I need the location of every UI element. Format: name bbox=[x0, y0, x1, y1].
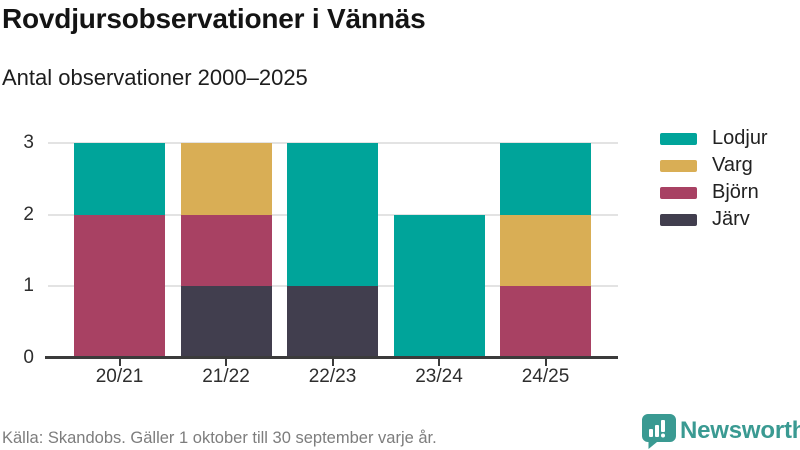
legend-swatch bbox=[660, 213, 697, 226]
y-axis-label: 0 bbox=[23, 347, 34, 368]
x-axis-label: 22/23 bbox=[308, 366, 357, 387]
legend-item-varg: Varg bbox=[660, 152, 768, 179]
chart-title: Rovdjursobservationer i Vännäs bbox=[2, 3, 426, 34]
source-note: Källa: Skandobs. Gäller 1 oktober till 3… bbox=[2, 429, 437, 447]
x-axis-label: 24/25 bbox=[521, 366, 570, 387]
x-axis-tick bbox=[118, 359, 121, 366]
bar-segment-lodjur bbox=[393, 214, 485, 358]
legend-item-björn: Björn bbox=[660, 179, 768, 206]
bar-segment-varg bbox=[180, 143, 272, 215]
bar-segment-lodjur bbox=[500, 143, 591, 215]
legend-swatch bbox=[660, 159, 697, 172]
bar-segment-lodjur bbox=[287, 143, 378, 287]
bar-segment-järv bbox=[180, 286, 272, 358]
x-axis-tick bbox=[544, 359, 547, 366]
bar-segment-björn bbox=[74, 214, 165, 358]
y-axis-label: 2 bbox=[23, 203, 34, 225]
x-axis-tick bbox=[438, 359, 440, 366]
bar-segment-varg bbox=[500, 214, 591, 287]
legend-swatch bbox=[660, 132, 697, 145]
newsworthy-wordmark: Newsworthy bbox=[680, 417, 800, 444]
chart-subtitle: Antal observationer 2000–2025 bbox=[2, 65, 308, 90]
y-axis-label: 1 bbox=[23, 275, 34, 297]
legend-item-järv: Järv bbox=[660, 206, 768, 233]
x-axis-label: 23/24 bbox=[415, 366, 463, 387]
legend: Lodjur Varg Björn Järv bbox=[660, 125, 768, 233]
bar-segment-björn bbox=[500, 286, 591, 358]
y-axis-label: 3 bbox=[23, 132, 34, 153]
legend-item-lodjur: Lodjur bbox=[660, 125, 768, 152]
x-axis-tick bbox=[331, 359, 334, 366]
legend-swatch bbox=[660, 186, 697, 199]
x-axis-tick bbox=[225, 359, 227, 366]
bar-segment-björn bbox=[180, 214, 272, 287]
bar-segment-lodjur bbox=[74, 143, 165, 215]
legend-label: Järv bbox=[712, 208, 750, 230]
x-axis-line bbox=[45, 356, 618, 359]
legend-label: Lodjur bbox=[712, 127, 768, 149]
newsworthy-logo: Newsworthy bbox=[641, 412, 800, 450]
chart-speech-bubble-icon bbox=[642, 414, 676, 449]
x-axis-label: 21/22 bbox=[202, 366, 250, 387]
x-axis-label: 20/21 bbox=[95, 366, 144, 387]
bar-segment-järv bbox=[287, 286, 378, 358]
legend-label: Varg bbox=[712, 154, 753, 176]
legend-label: Björn bbox=[712, 181, 759, 203]
